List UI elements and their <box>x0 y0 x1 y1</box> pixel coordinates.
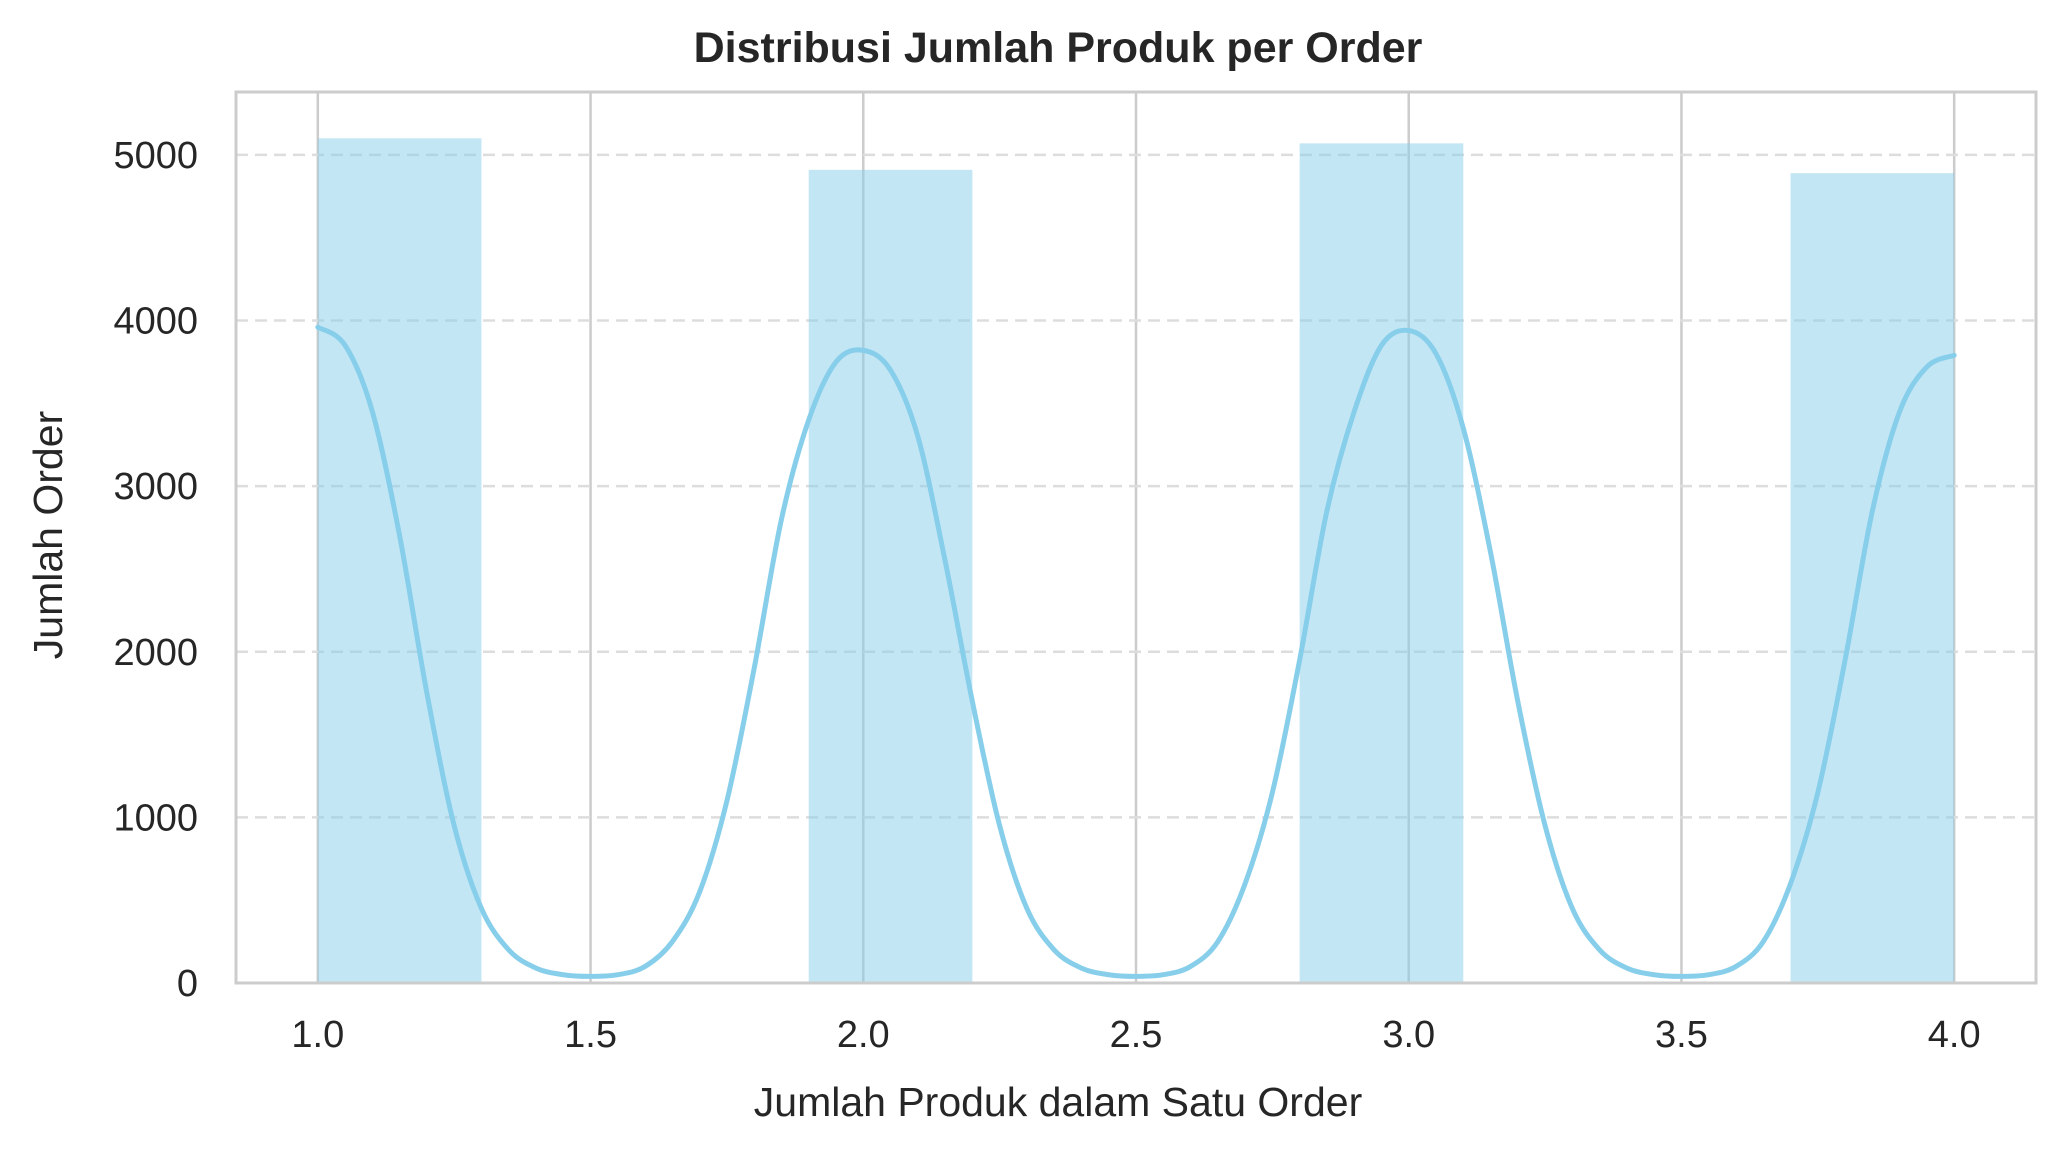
y-axis-ticks: 0 1000 2000 3000 4000 5000 <box>113 135 198 1005</box>
x-axis-label: Jumlah Produk dalam Satu Order <box>754 1079 1362 1125</box>
x-tick-label: 3.0 <box>1382 1014 1435 1056</box>
x-tick-label: 4.0 <box>1928 1014 1981 1056</box>
y-tick-label: 3000 <box>113 466 198 508</box>
x-tick-label: 2.5 <box>1110 1014 1163 1056</box>
histogram-bar <box>1299 143 1464 983</box>
histogram-bar <box>317 138 482 983</box>
y-tick-label: 4000 <box>113 301 198 343</box>
plot-frame <box>234 90 2038 985</box>
x-tick-label: 2.0 <box>837 1014 890 1056</box>
kde-curve <box>315 324 1957 979</box>
x-tick-label: 1.0 <box>291 1014 344 1056</box>
grid <box>236 92 2036 983</box>
y-tick-label: 0 <box>177 963 198 1005</box>
histogram-bars <box>317 138 1955 984</box>
y-tick-label: 5000 <box>113 135 198 177</box>
x-tick-label: 3.5 <box>1655 1014 1708 1056</box>
histogram-bar <box>808 169 973 984</box>
y-tick-label: 2000 <box>113 632 198 674</box>
x-axis-ticks: 1.0 1.5 2.0 2.5 3.0 3.5 4.0 <box>291 1014 1980 1056</box>
y-tick-label: 1000 <box>113 797 198 839</box>
chart-title: Distribusi Jumlah Produk per Order <box>694 24 1423 72</box>
y-axis-label: Jumlah Order <box>25 411 71 659</box>
x-tick-label: 1.5 <box>564 1014 617 1056</box>
histogram-bar <box>1790 173 1955 983</box>
kde-line <box>315 324 1957 979</box>
